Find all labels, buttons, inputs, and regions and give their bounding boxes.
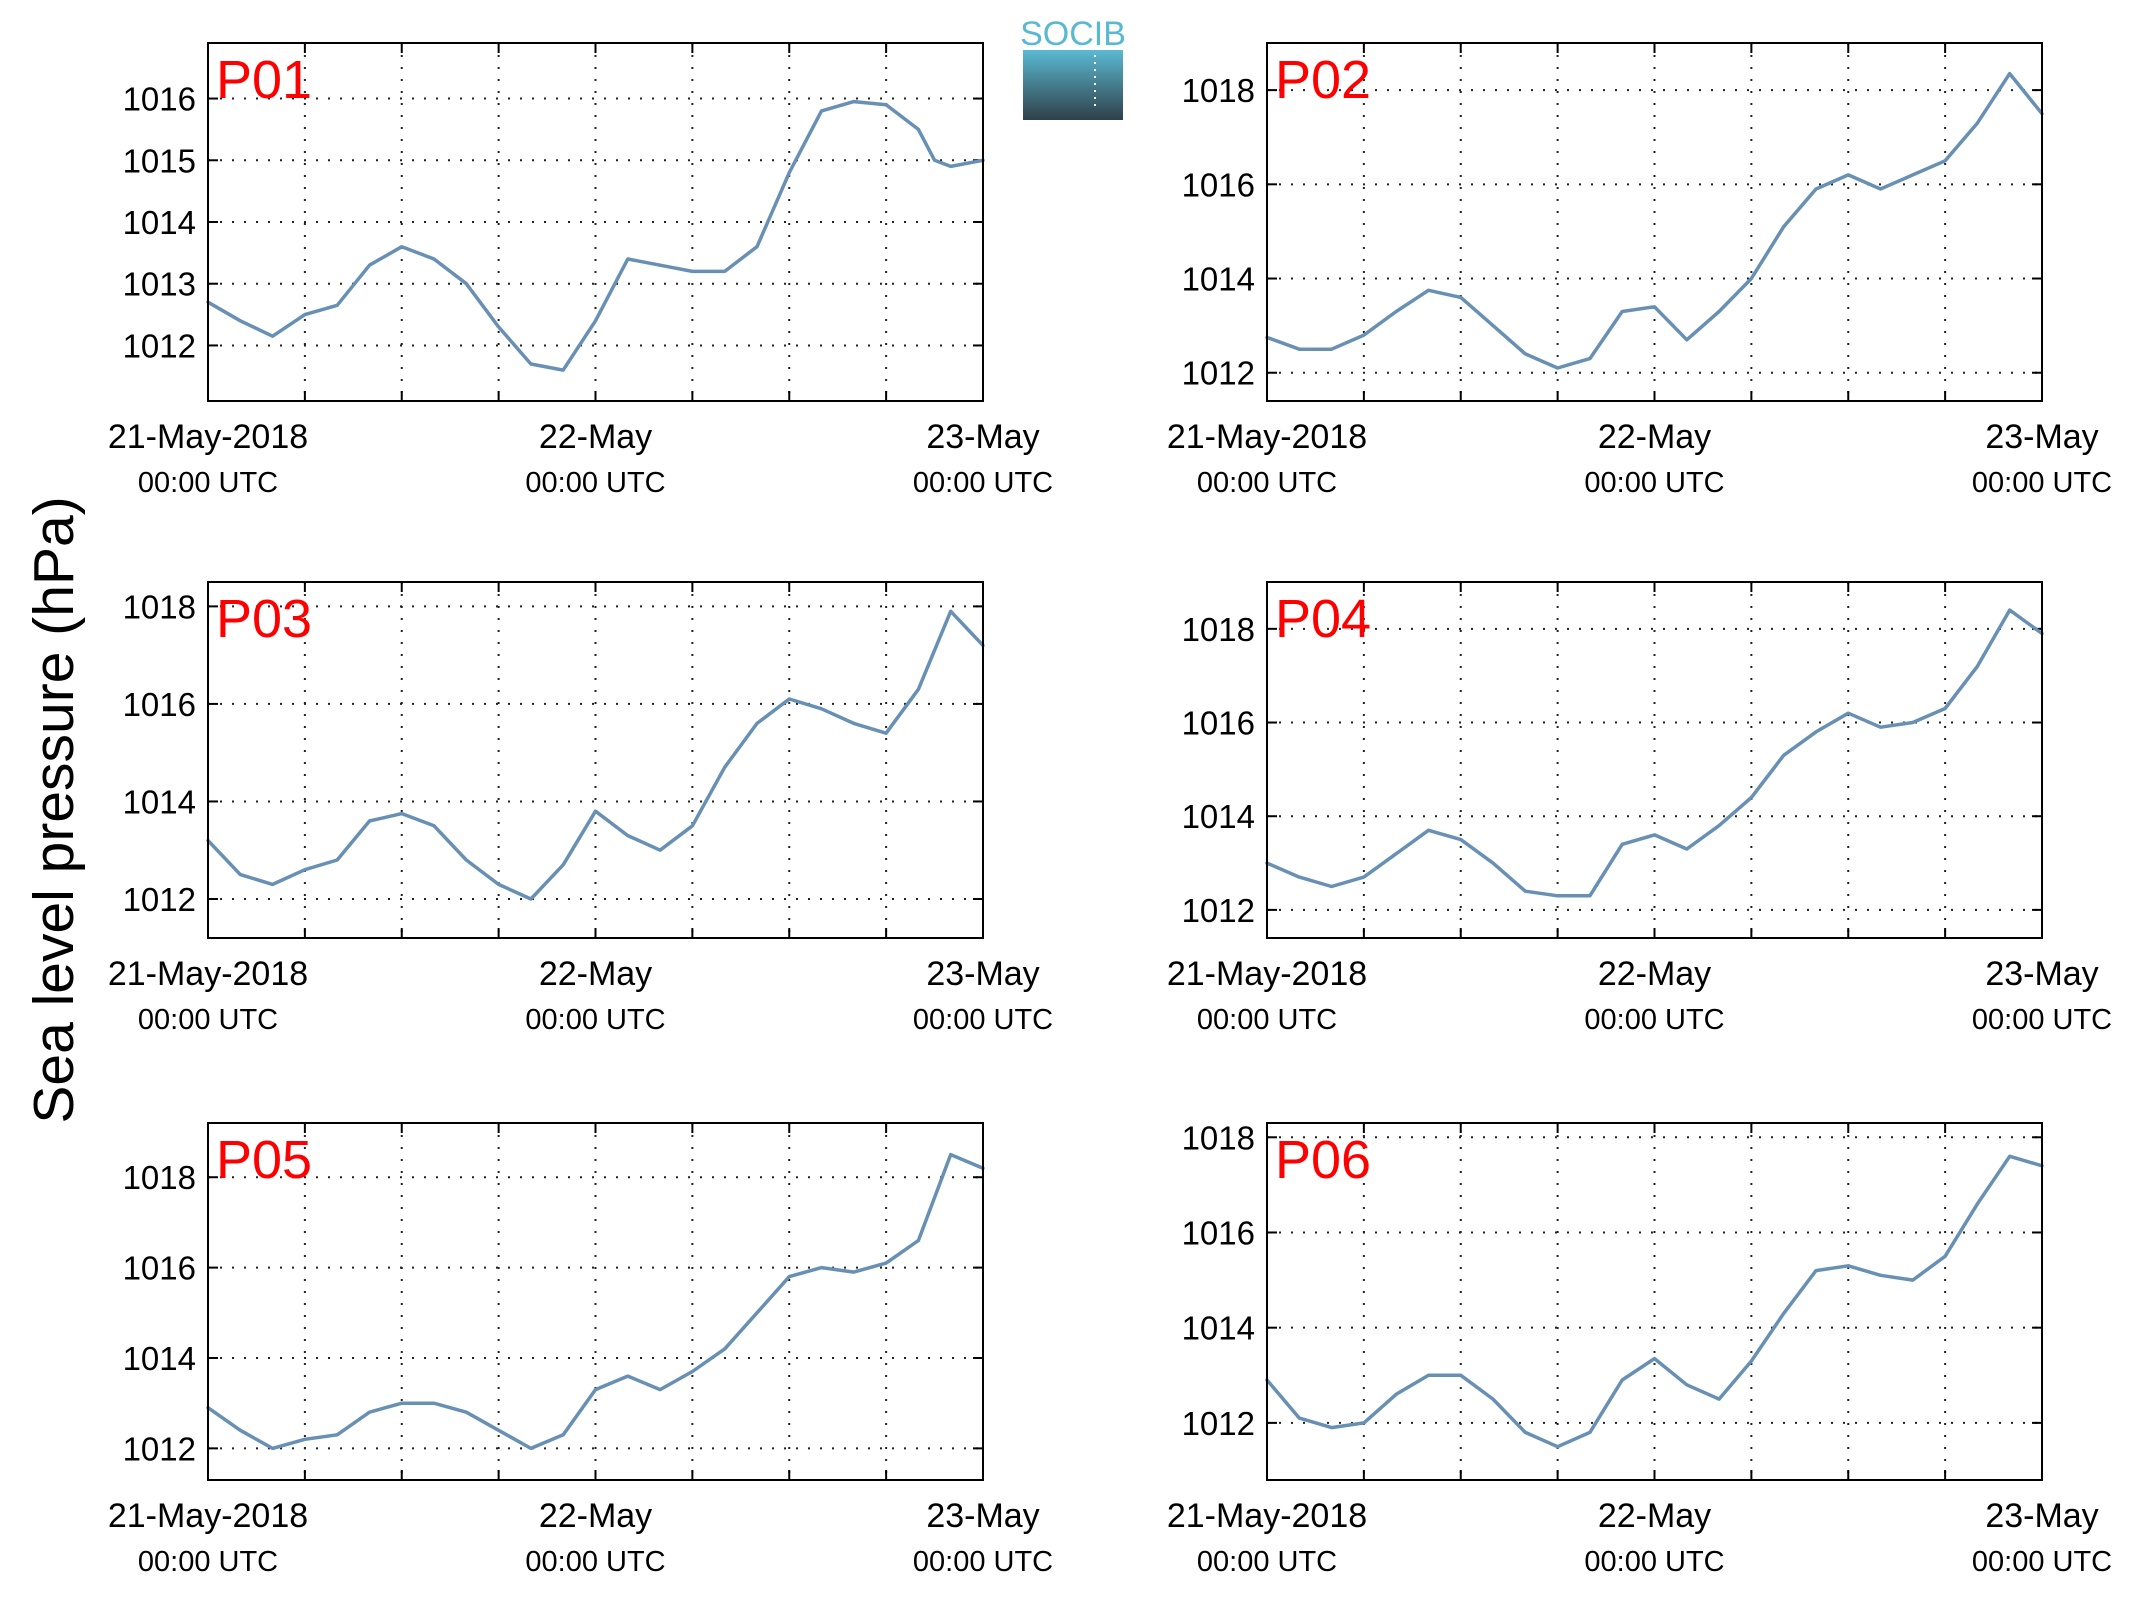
plot-frame	[207, 42, 984, 402]
x-tick-sublabel: 00:00 UTC	[1584, 1546, 1724, 1578]
y-tick-label: 1014	[1182, 798, 1255, 835]
x-tick-label: 22-May	[539, 418, 652, 456]
pressure-line	[1265, 71, 2044, 370]
y-axis-title: Sea level pressure (hPa)	[22, 496, 86, 1123]
y-tick-label: 1014	[123, 204, 196, 241]
y-tick-label: 1012	[1182, 892, 1255, 929]
plot-frame	[1266, 42, 2043, 402]
y-tick-label: 1018	[1182, 72, 1255, 109]
x-tick-sublabel: 00:00 UTC	[913, 1546, 1053, 1578]
x-tick-sublabel: 00:00 UTC	[913, 467, 1053, 499]
x-tick-label: 21-May-2018	[108, 955, 308, 993]
chart-panel-3: 1012 1014 1016 1018 21-May-2018 00:00 UTC 22-M…	[108, 581, 1053, 1036]
x-tick-sublabel: 00:00 UTC	[525, 467, 665, 499]
y-tick-label: 1018	[123, 1159, 196, 1196]
x-tick-sublabel: 00:00 UTC	[1972, 467, 2112, 499]
x-tick-sublabel: 00:00 UTC	[138, 1004, 278, 1036]
x-tick-sublabel: 00:00 UTC	[1197, 1004, 1337, 1036]
plot-frame	[207, 581, 984, 939]
y-tick-label: 1018	[1182, 1119, 1255, 1156]
x-tick-label: 21-May-2018	[1167, 418, 1367, 456]
y-tick-label: 1012	[123, 1430, 196, 1467]
x-tick-sublabel: 00:00 UTC	[138, 467, 278, 499]
y-tick-label: 1012	[1182, 1405, 1255, 1442]
y-tick-label: 1014	[1182, 1310, 1255, 1347]
x-tick-label: 23-May	[1985, 418, 2098, 456]
y-tick-label: 1014	[123, 783, 196, 820]
x-tick-sublabel: 00:00 UTC	[1972, 1004, 2112, 1036]
x-tick-label: 23-May	[926, 1497, 1039, 1535]
y-tick-label: 1016	[123, 81, 196, 118]
y-tick-label: 1016	[123, 686, 196, 723]
plot-frame	[207, 1122, 984, 1481]
y-tick-label: 1012	[123, 881, 196, 918]
socib-logo: SOCIB	[1020, 15, 1126, 120]
y-tick-label: 1012	[1182, 355, 1255, 392]
chart-panel-2: 1012 1014 1016 1018 21-May-2018 00:00 UTC 22-M…	[1167, 42, 2112, 499]
y-tick-label: 1012	[123, 327, 196, 364]
logo-text: SOCIB	[1020, 15, 1126, 53]
x-tick-sublabel: 00:00 UTC	[525, 1004, 665, 1036]
y-tick-label: 1013	[123, 266, 196, 303]
chart-panel-1: 1012 1013 1014 1015 1016 21-May-2018 00:00 UTC…	[108, 42, 1053, 499]
y-tick-label: 1016	[1182, 1214, 1255, 1251]
panels: 1012 1013 1014 1015 1016 21-May-2018 00:00 UTC…	[108, 42, 2112, 1578]
y-tick-label: 1016	[1182, 166, 1255, 203]
x-tick-sublabel: 00:00 UTC	[1584, 467, 1724, 499]
plot-frame	[1266, 1122, 2043, 1481]
panel-label: P06	[1275, 1130, 1371, 1190]
x-tick-label: 22-May	[539, 955, 652, 993]
x-tick-label: 21-May-2018	[1167, 1497, 1367, 1535]
y-tick-label: 1018	[1182, 611, 1255, 648]
x-tick-label: 21-May-2018	[1167, 955, 1367, 993]
pressure-line	[1265, 1154, 2044, 1449]
y-tick-label: 1016	[123, 1250, 196, 1287]
x-tick-label: 22-May	[1598, 418, 1711, 456]
x-tick-label: 22-May	[539, 1497, 652, 1535]
x-tick-sublabel: 00:00 UTC	[1197, 1546, 1337, 1578]
x-tick-label: 21-May-2018	[108, 1497, 308, 1535]
x-tick-label: 22-May	[1598, 1497, 1711, 1535]
x-tick-sublabel: 00:00 UTC	[1972, 1546, 2112, 1578]
chart-panel-6: 1012 1014 1016 1018 21-May-2018 00:00 UTC 22-M…	[1167, 1119, 2112, 1578]
pressure-line	[206, 1152, 985, 1451]
logo-water-block	[1023, 50, 1123, 120]
x-tick-label: 23-May	[926, 955, 1039, 993]
x-tick-sublabel: 00:00 UTC	[1197, 467, 1337, 499]
x-tick-sublabel: 00:00 UTC	[525, 1546, 665, 1578]
x-tick-label: 22-May	[1598, 955, 1711, 993]
x-tick-label: 23-May	[1985, 955, 2098, 993]
panel-label: P02	[1275, 50, 1371, 110]
x-tick-label: 21-May-2018	[108, 418, 308, 456]
panel-label: P05	[216, 1130, 312, 1190]
y-tick-label: 1018	[123, 588, 196, 625]
y-tick-label: 1014	[1182, 261, 1255, 298]
panel-label: P04	[1275, 589, 1371, 649]
y-tick-label: 1015	[123, 142, 196, 179]
panel-label: P01	[216, 50, 312, 110]
pressure-line	[1265, 608, 2044, 898]
pressure-line	[206, 99, 985, 372]
plot-frame	[1266, 581, 2043, 939]
x-tick-label: 23-May	[1985, 1497, 2098, 1535]
chart-panel-5: 1012 1014 1016 1018 21-May-2018 00:00 UTC 22-M…	[108, 1122, 1053, 1578]
chart-panel-4: 1012 1014 1016 1018 21-May-2018 00:00 UTC 22-M…	[1167, 581, 2112, 1036]
y-tick-label: 1016	[1182, 705, 1255, 742]
y-tick-label: 1014	[123, 1340, 196, 1377]
x-tick-sublabel: 00:00 UTC	[913, 1004, 1053, 1036]
panel-label: P03	[216, 589, 312, 649]
x-tick-sublabel: 00:00 UTC	[1584, 1004, 1724, 1036]
x-tick-label: 23-May	[926, 418, 1039, 456]
x-tick-sublabel: 00:00 UTC	[138, 1546, 278, 1578]
